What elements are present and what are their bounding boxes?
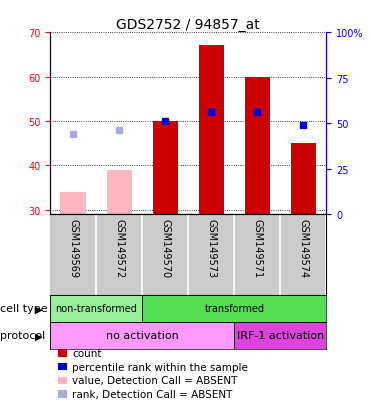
- Text: IRF-1 activation: IRF-1 activation: [237, 330, 324, 341]
- Text: GSM149574: GSM149574: [298, 219, 308, 278]
- Bar: [106, 171, 132, 215]
- Text: cell type: cell type: [0, 304, 47, 314]
- Bar: [50, 295, 142, 322]
- Bar: [60, 192, 86, 215]
- Text: count: count: [72, 348, 102, 358]
- Bar: [234, 322, 326, 349]
- Text: GSM149570: GSM149570: [160, 219, 170, 278]
- Bar: [142, 295, 326, 322]
- Text: GSM149569: GSM149569: [68, 219, 78, 278]
- Text: GSM149571: GSM149571: [252, 219, 262, 278]
- Text: percentile rank within the sample: percentile rank within the sample: [72, 362, 248, 372]
- Bar: [245, 77, 270, 215]
- Text: no activation: no activation: [106, 330, 178, 341]
- Text: value, Detection Call = ABSENT: value, Detection Call = ABSENT: [72, 375, 238, 385]
- Bar: [291, 144, 316, 215]
- Bar: [198, 46, 224, 215]
- Text: transformed: transformed: [204, 304, 265, 314]
- Bar: [152, 122, 178, 215]
- Text: non-transformed: non-transformed: [55, 304, 137, 314]
- Text: GSM149572: GSM149572: [114, 219, 124, 278]
- Text: GSM149573: GSM149573: [206, 219, 216, 278]
- Text: protocol: protocol: [0, 330, 45, 341]
- Text: ▶: ▶: [35, 304, 43, 314]
- Text: ▶: ▶: [35, 330, 43, 341]
- Text: rank, Detection Call = ABSENT: rank, Detection Call = ABSENT: [72, 389, 233, 399]
- Bar: [50, 322, 234, 349]
- Title: GDS2752 / 94857_at: GDS2752 / 94857_at: [116, 18, 260, 32]
